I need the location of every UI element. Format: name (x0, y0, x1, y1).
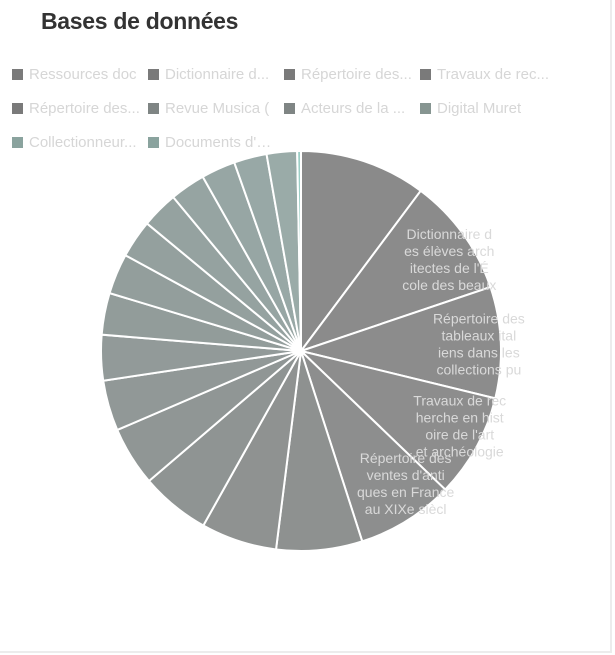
pie-slice[interactable] (300, 149, 423, 355)
pie-slice[interactable] (300, 350, 447, 543)
data-label-line: es élèves arch (404, 243, 494, 259)
data-label-line: ventes d'anti (367, 467, 445, 483)
legend-item[interactable]: Collectionneur... (12, 132, 142, 152)
data-label-line: cole des beaux (402, 277, 496, 293)
data-label-line: collections pu (436, 362, 521, 378)
data-label-line: Dictionnaire d (406, 226, 492, 242)
legend-swatch (148, 102, 159, 114)
data-label-line: Répertoire des (433, 311, 525, 327)
chart-title: Bases de données (41, 8, 239, 34)
legend-item[interactable]: Travaux de rec... (420, 64, 550, 84)
slice-data-label: Travaux de rec herche en hist oire de l'ar… (413, 393, 506, 460)
legend-swatch (420, 102, 431, 114)
legend-swatch (284, 102, 295, 114)
legend-swatch (12, 102, 23, 114)
legend-swatch (148, 68, 159, 80)
data-label-line: herche en hist (416, 410, 504, 426)
data-label-line: ques en France (357, 484, 454, 500)
data-label-line: et archéologie (416, 444, 504, 460)
data-label-line: tableaux ital (441, 328, 516, 344)
pie-slice[interactable] (297, 349, 497, 491)
legend-item[interactable]: Répertoire des... (284, 64, 414, 84)
data-label-line: Répertoire des (360, 450, 452, 466)
pie-slice[interactable] (297, 285, 502, 400)
slice-data-label: Dictionnaire d es élèves arch itectes de l… (402, 226, 496, 293)
slice-data-label: Répertoire des tableaux ital iens dans les… (433, 311, 525, 378)
legend-swatch (12, 68, 23, 80)
slice-data-label: Répertoire des ventes d'anti ques en Franc… (357, 450, 454, 517)
legend-swatch (420, 68, 431, 80)
pie-slice[interactable] (298, 189, 492, 353)
legend-item[interactable]: Digital Muret (420, 98, 550, 118)
legend-item[interactable]: Ressources doc (12, 64, 142, 84)
data-label-line: itectes de l'É (410, 260, 489, 276)
legend-item[interactable]: Acteurs de la ... (284, 98, 414, 118)
legend-item[interactable]: Revue Musica ( (148, 98, 278, 118)
pie-slice[interactable] (296, 149, 302, 352)
legend-item[interactable]: Répertoire des... (12, 98, 142, 118)
legend-swatch (284, 68, 295, 80)
legend-item[interactable]: Documents d'ar... (148, 132, 278, 152)
data-label-line: iens dans les (438, 345, 520, 361)
data-label-line: oire de l'art (425, 427, 494, 443)
data-label-line: au XIXe siècl (365, 501, 447, 517)
legend-swatch (12, 136, 23, 148)
legend-item[interactable]: Dictionnaire d... (148, 64, 278, 84)
legend-swatch (148, 136, 159, 148)
data-label-line: Travaux de rec (413, 393, 506, 409)
